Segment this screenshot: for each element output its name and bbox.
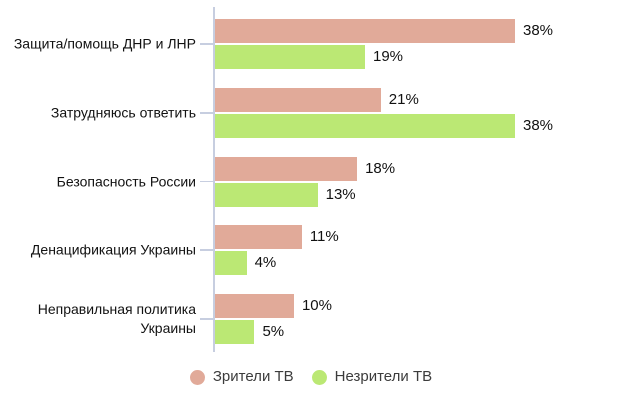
axis-tick: [200, 318, 213, 320]
category-label: Денацификация Украины: [30, 241, 196, 258]
legend-swatch-tv-viewers-icon: [189, 369, 205, 385]
value-label: 13%: [325, 185, 356, 203]
value-label: 11%: [309, 228, 339, 246]
bar-tv-viewers: [215, 19, 515, 44]
bar-non-tv-viewers: [215, 251, 247, 276]
axis-tick: [200, 180, 213, 183]
axis-tick: [200, 43, 213, 45]
legend: Зрители ТВ Незрители ТВ: [0, 366, 622, 388]
bar-tv-viewers: [215, 87, 381, 112]
axis-tick: [200, 112, 213, 114]
category-label: Безопасность России: [56, 173, 196, 189]
legend-label-tv-viewers: Зрители ТВ: [212, 368, 294, 385]
legend-label-non-tv-viewers: Незрители ТВ: [334, 368, 433, 385]
value-label: 19%: [373, 48, 404, 66]
value-label: 10%: [301, 296, 332, 314]
bar-tv-viewers: [215, 156, 358, 181]
value-label: 5%: [262, 322, 285, 340]
value-label: 21%: [388, 90, 419, 108]
bar-tv-viewers: [215, 225, 302, 250]
category-label: Защита/помощь ДНР и ЛНР: [13, 35, 196, 52]
plot-area: Защита/помощь ДНР и ЛНР 38% 19% Затрудняюсь…: [13, 7, 554, 352]
value-label: 4%: [254, 254, 277, 272]
bar-non-tv-viewers: [215, 182, 318, 207]
value-label: 18%: [365, 159, 396, 177]
bar-non-tv-viewers: [215, 319, 255, 344]
value-label: 38%: [523, 116, 554, 134]
bar-tv-viewers: [215, 293, 294, 318]
category-label: Затрудняюсь ответить: [50, 104, 196, 121]
category-label: Неправильная политика Украины: [37, 300, 196, 336]
axis-tick: [200, 249, 213, 251]
legend-swatch-non-tv-viewers-icon: [311, 369, 327, 385]
bar-non-tv-viewers: [215, 113, 515, 138]
legend-item-non-tv-viewers: Незрители ТВ: [311, 366, 433, 388]
bar-non-tv-viewers: [215, 45, 365, 70]
legend-item-tv-viewers: Зрители ТВ: [189, 366, 294, 388]
y-axis-line: [213, 7, 215, 352]
value-label: 38%: [523, 22, 554, 40]
